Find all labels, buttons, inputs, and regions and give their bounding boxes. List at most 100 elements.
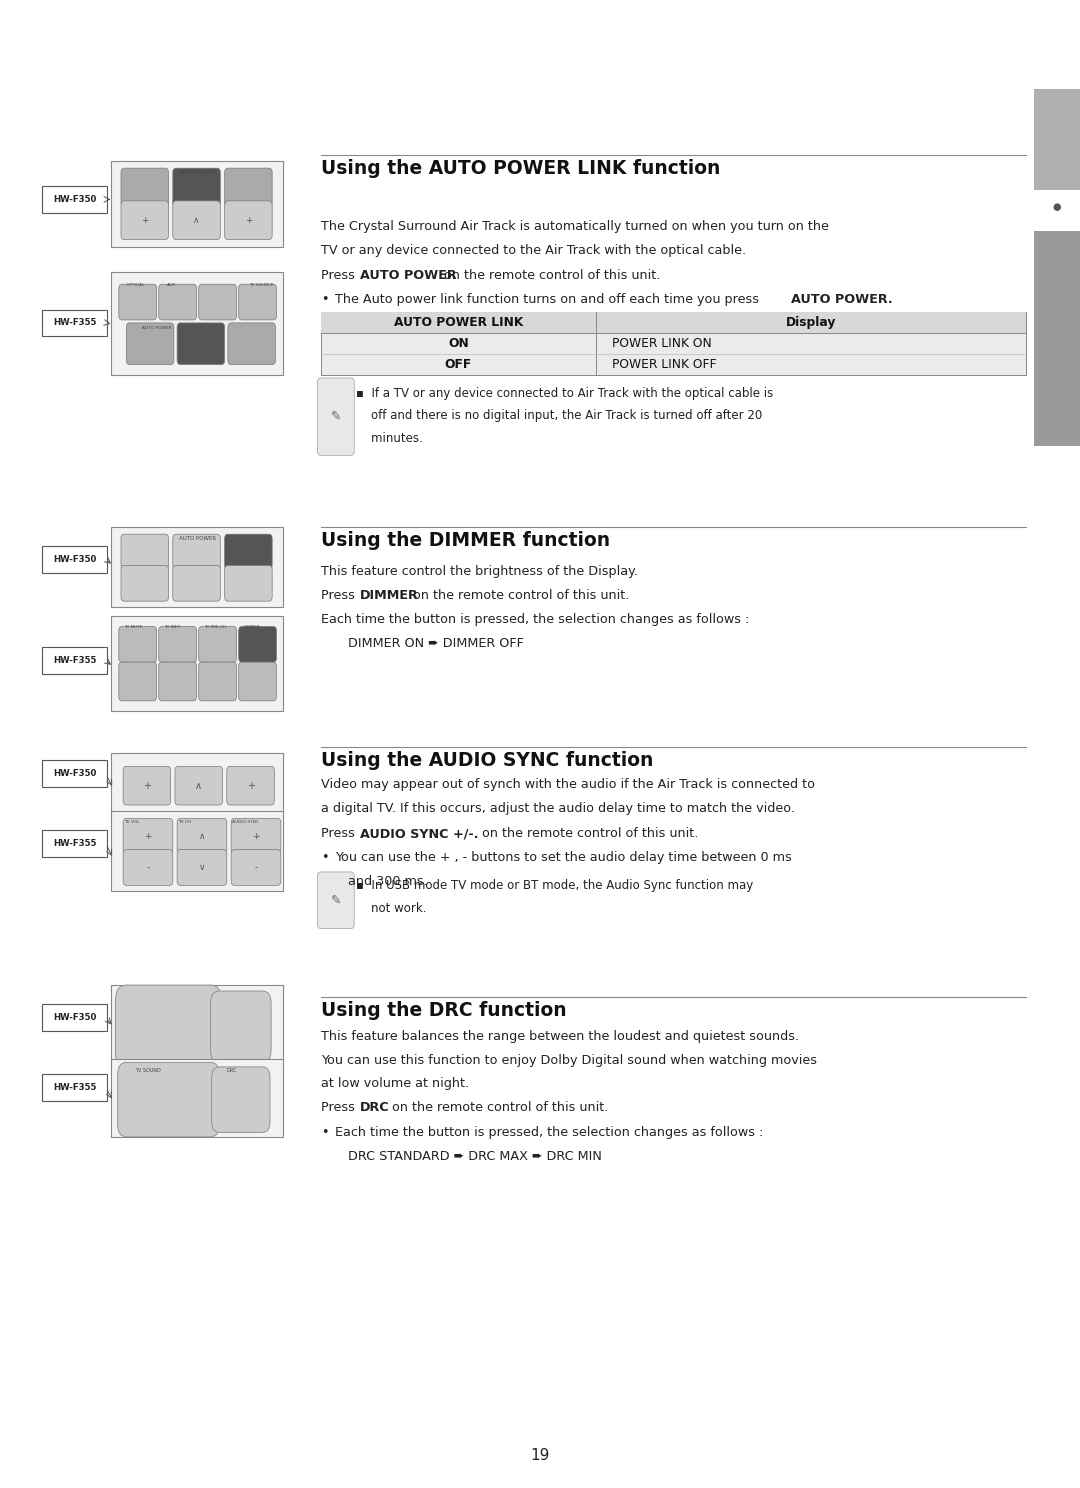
Text: Video may appear out of synch with the audio if the Air Track is connected to: Video may appear out of synch with the a… xyxy=(321,778,814,792)
FancyBboxPatch shape xyxy=(228,323,275,365)
FancyBboxPatch shape xyxy=(111,753,283,818)
Text: on the remote control of this unit.: on the remote control of this unit. xyxy=(478,827,699,841)
Text: ✎: ✎ xyxy=(330,894,341,906)
Text: This feature balances the range between the loudest and quietest sounds.: This feature balances the range between … xyxy=(321,1030,799,1043)
FancyBboxPatch shape xyxy=(42,830,107,857)
Text: Press: Press xyxy=(321,1101,359,1115)
Bar xyxy=(321,312,1026,375)
FancyBboxPatch shape xyxy=(173,534,220,570)
Text: Using the DRC function: Using the DRC function xyxy=(321,1001,566,1021)
FancyBboxPatch shape xyxy=(211,991,271,1062)
Text: on the remote control of this unit.: on the remote control of this unit. xyxy=(388,1101,608,1115)
FancyBboxPatch shape xyxy=(199,284,237,320)
Text: AUDIO SYNC +/-.: AUDIO SYNC +/-. xyxy=(360,827,478,841)
Text: OPTICAL: OPTICAL xyxy=(126,283,145,287)
Text: TV VOL: TV VOL xyxy=(124,820,139,824)
FancyBboxPatch shape xyxy=(175,766,222,805)
Text: Press: Press xyxy=(321,827,359,841)
FancyBboxPatch shape xyxy=(42,647,107,674)
Text: ∧: ∧ xyxy=(195,781,202,790)
FancyBboxPatch shape xyxy=(199,626,237,662)
Text: POWER LINK ON: POWER LINK ON xyxy=(612,338,712,350)
Text: 19: 19 xyxy=(530,1448,550,1463)
Text: HW-F350: HW-F350 xyxy=(53,195,96,204)
FancyBboxPatch shape xyxy=(119,626,157,662)
Text: DRC STANDARD ➨ DRC MAX ➨ DRC MIN: DRC STANDARD ➨ DRC MAX ➨ DRC MIN xyxy=(348,1150,602,1164)
FancyBboxPatch shape xyxy=(42,546,107,573)
Text: -: - xyxy=(146,863,150,872)
FancyBboxPatch shape xyxy=(121,201,168,240)
Bar xyxy=(1034,231,1080,446)
FancyBboxPatch shape xyxy=(123,818,173,854)
Text: Using the AUDIO SYNC function: Using the AUDIO SYNC function xyxy=(321,751,653,771)
FancyBboxPatch shape xyxy=(121,565,168,601)
Text: Press: Press xyxy=(321,589,359,603)
Text: +: + xyxy=(145,832,151,841)
Text: OFF: OFF xyxy=(445,359,472,371)
FancyBboxPatch shape xyxy=(318,872,354,929)
FancyBboxPatch shape xyxy=(159,662,197,701)
Text: on the remote control of this unit.: on the remote control of this unit. xyxy=(409,589,630,603)
FancyBboxPatch shape xyxy=(42,760,107,787)
Text: ON: ON xyxy=(448,338,469,350)
Text: off and there is no digital input, the Air Track is turned off after 20: off and there is no digital input, the A… xyxy=(356,409,762,423)
FancyBboxPatch shape xyxy=(111,272,283,375)
Text: This feature control the brightness of the Display.: This feature control the brightness of t… xyxy=(321,565,637,579)
FancyBboxPatch shape xyxy=(225,201,272,240)
FancyBboxPatch shape xyxy=(177,850,227,885)
FancyBboxPatch shape xyxy=(231,818,281,854)
Text: AUTO POWER LINK: AUTO POWER LINK xyxy=(394,317,523,329)
Text: ●: ● xyxy=(1053,202,1061,211)
Text: ENG: ENG xyxy=(1042,134,1071,146)
FancyBboxPatch shape xyxy=(239,626,276,662)
FancyBboxPatch shape xyxy=(111,616,283,711)
Text: AUTO POWER: AUTO POWER xyxy=(178,536,216,540)
Text: HW-F355: HW-F355 xyxy=(53,318,96,327)
Text: DIMMER ON ➨ DIMMER OFF: DIMMER ON ➨ DIMMER OFF xyxy=(348,637,524,650)
FancyBboxPatch shape xyxy=(126,323,174,365)
Text: The Auto power link function turns on and off each time you press: The Auto power link function turns on an… xyxy=(335,293,762,307)
FancyBboxPatch shape xyxy=(111,1059,283,1137)
Text: HW-F355: HW-F355 xyxy=(53,1083,96,1092)
FancyBboxPatch shape xyxy=(116,985,221,1068)
FancyBboxPatch shape xyxy=(111,161,283,247)
Text: AUTO POWER: AUTO POWER xyxy=(178,170,216,174)
Text: The Crystal Surround Air Track is automatically turned on when you turn on the: The Crystal Surround Air Track is automa… xyxy=(321,220,828,234)
Text: •: • xyxy=(321,851,328,865)
FancyBboxPatch shape xyxy=(239,662,276,701)
Text: TV PRE-CH: TV PRE-CH xyxy=(204,625,226,629)
Text: DRC: DRC xyxy=(227,1068,237,1073)
FancyBboxPatch shape xyxy=(123,766,171,805)
Text: +: + xyxy=(141,216,148,225)
Text: ▪  If a TV or any device connected to Air Track with the optical cable is: ▪ If a TV or any device connected to Air… xyxy=(356,387,773,400)
FancyBboxPatch shape xyxy=(121,168,168,207)
Text: •: • xyxy=(321,1126,328,1140)
FancyBboxPatch shape xyxy=(173,168,220,207)
FancyBboxPatch shape xyxy=(159,626,197,662)
Text: AUTO POWER: AUTO POWER xyxy=(360,269,456,283)
Text: DIMMER: DIMMER xyxy=(360,589,418,603)
Text: Using the DIMMER function: Using the DIMMER function xyxy=(321,531,610,551)
FancyBboxPatch shape xyxy=(42,310,107,336)
Text: +: + xyxy=(245,216,252,225)
FancyBboxPatch shape xyxy=(199,662,237,701)
FancyBboxPatch shape xyxy=(111,811,283,891)
FancyBboxPatch shape xyxy=(119,284,157,320)
FancyBboxPatch shape xyxy=(42,186,107,213)
Text: ∧: ∧ xyxy=(193,216,200,225)
Text: on the remote control of this unit.: on the remote control of this unit. xyxy=(440,269,660,283)
Text: HW-F355: HW-F355 xyxy=(53,839,96,848)
Bar xyxy=(321,312,1026,333)
FancyBboxPatch shape xyxy=(225,565,272,601)
FancyBboxPatch shape xyxy=(177,323,225,365)
FancyBboxPatch shape xyxy=(42,1004,107,1031)
Text: AUTO POWER.: AUTO POWER. xyxy=(791,293,892,307)
Text: AUDIO SYNC: AUDIO SYNC xyxy=(232,820,259,824)
Text: TV SOURCE: TV SOURCE xyxy=(249,283,274,287)
Text: Using the AUTO POWER LINK function: Using the AUTO POWER LINK function xyxy=(321,159,720,179)
FancyBboxPatch shape xyxy=(227,766,274,805)
FancyBboxPatch shape xyxy=(173,565,220,601)
Text: ∧: ∧ xyxy=(199,832,205,841)
Text: Press: Press xyxy=(321,269,359,283)
Text: AUX: AUX xyxy=(167,283,176,287)
